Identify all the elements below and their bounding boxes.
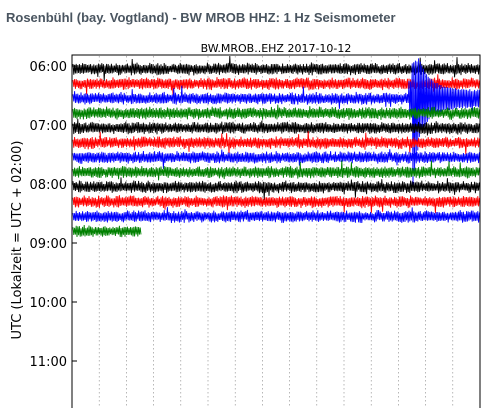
chart-title: BW.MROB..EHZ 2017-10-12 [201,42,352,55]
y-axis-ticks: 06:00 07:00 08:00 09:00 10:00 11:00 [30,60,77,370]
y-tick-label: 10:00 [30,296,67,311]
trace-row [72,195,480,214]
y-tick-label: 09:00 [30,237,67,252]
trace-row [72,58,480,191]
page-heading: Rosenbühl (bay. Vogtland) - BW MROB HHZ:… [6,10,396,25]
grid-lines [98,56,454,408]
trace-row [72,177,480,201]
trace-row [72,207,480,224]
trace-row [72,224,142,238]
trace-row [72,131,480,155]
y-tick-label: 08:00 [30,178,67,193]
trace-row [72,149,480,169]
y-tick-label: 07:00 [30,119,67,134]
trace-row [72,160,480,181]
y-axis-label: UTC (Lokalzeit = UTC + 02:00) [10,141,25,340]
seismogram-traces [72,55,480,238]
trace-row [72,104,480,120]
y-tick-label: 11:00 [30,355,67,370]
y-tick-label: 06:00 [30,60,67,75]
trace-row [72,118,480,136]
